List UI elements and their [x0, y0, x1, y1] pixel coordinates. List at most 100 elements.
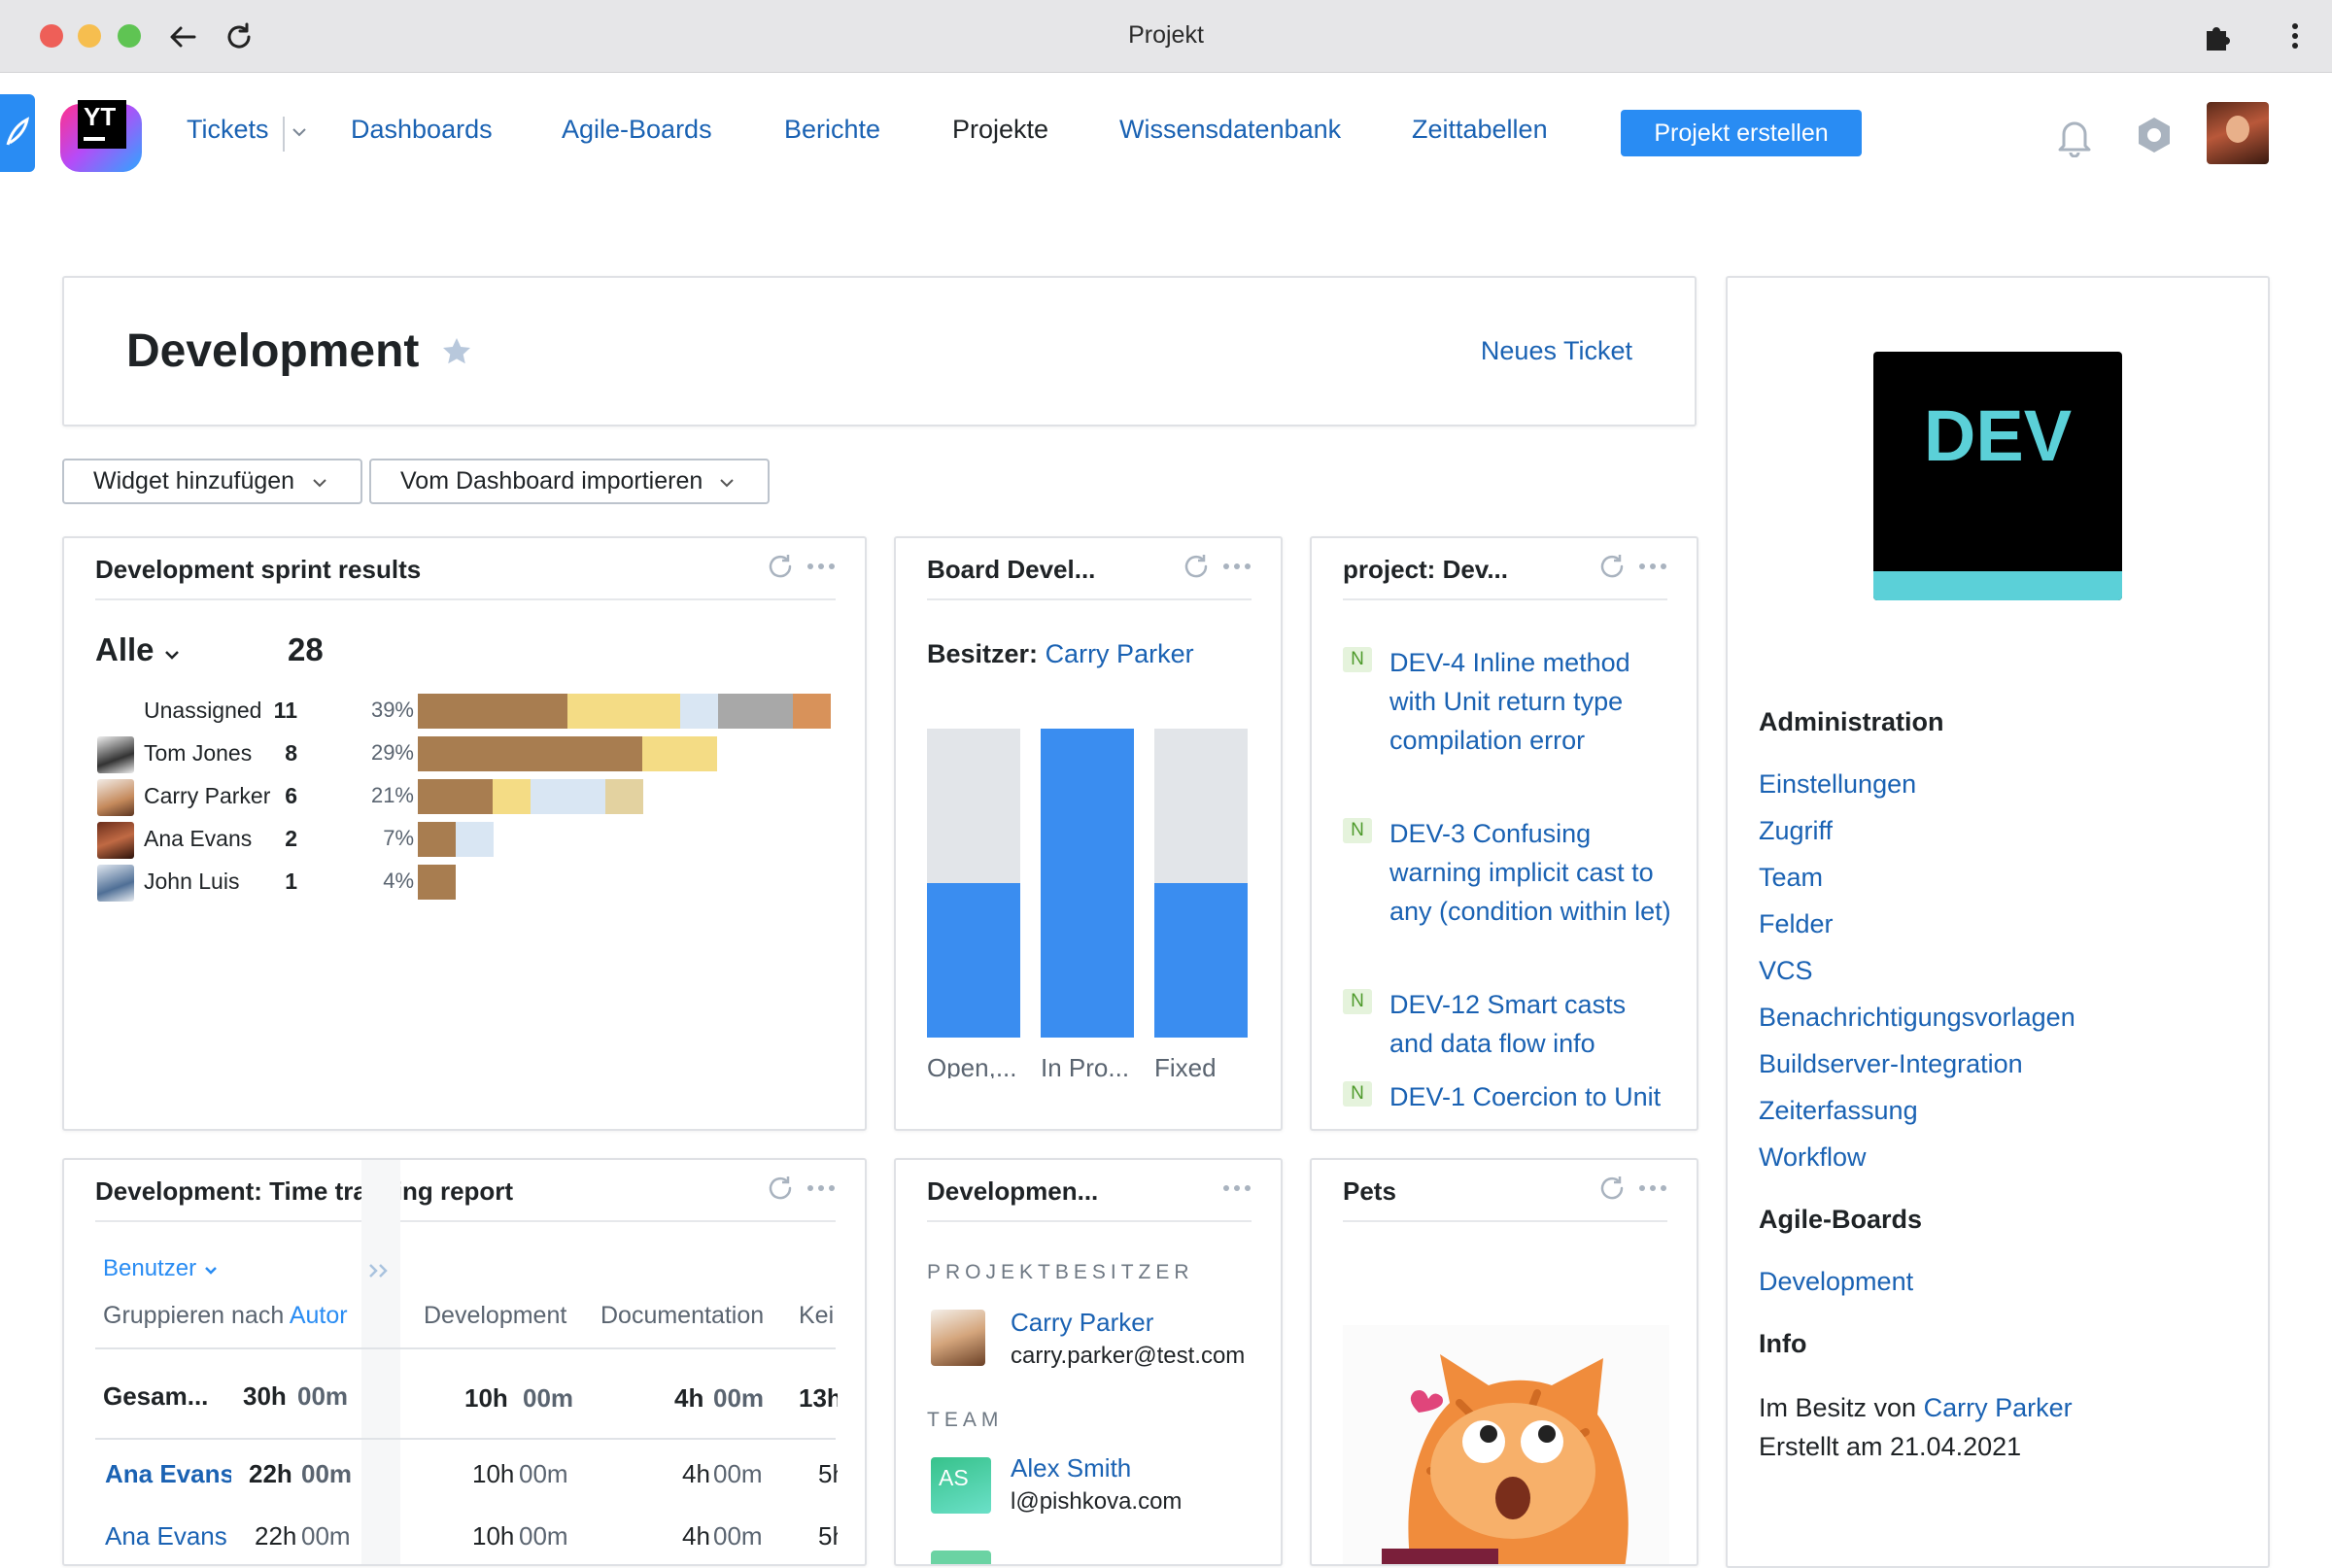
issue-link[interactable]: DEV-12 Smart casts and data flow info [1389, 990, 1627, 1058]
refresh-icon[interactable] [766, 552, 795, 581]
new-ticket-link[interactable]: Neues Ticket [1480, 336, 1632, 365]
expand-columns-icon[interactable] [367, 1261, 393, 1280]
user-avatar[interactable] [2207, 102, 2269, 164]
admin-link-access[interactable]: Zugriff [1759, 816, 1834, 845]
star-icon[interactable] [441, 336, 472, 365]
bar[interactable] [1041, 729, 1134, 1038]
sprint-row[interactable]: Ana Evans 2 7% [64, 820, 900, 859]
group-by-value[interactable]: Autor [289, 1302, 348, 1329]
owner-link[interactable]: Carry Parker [1045, 639, 1194, 668]
maximize-window-button[interactable] [118, 24, 141, 48]
refresh-icon[interactable] [766, 1174, 795, 1203]
more-options-icon[interactable] [1638, 562, 1667, 571]
more-options-icon[interactable] [1222, 562, 1252, 571]
back-arrow-icon[interactable] [167, 21, 198, 52]
member-name-link[interactable]: Alex Smith [1011, 1453, 1132, 1483]
more-options-icon[interactable] [806, 1183, 836, 1193]
nav-timesheets[interactable]: Zeittabellen [1412, 115, 1548, 144]
more-options-icon[interactable] [1222, 1183, 1252, 1193]
bar-segment[interactable] [418, 865, 456, 900]
issue-link[interactable]: DEV-4 Inline method with Unit return typ… [1389, 648, 1630, 755]
nav-dashboards[interactable]: Dashboards [351, 115, 493, 144]
bar-label: Open,... [927, 1053, 1017, 1078]
bar-segment[interactable] [418, 736, 642, 771]
bar[interactable] [1154, 883, 1248, 1038]
nav-agile-boards[interactable]: Agile-Boards [562, 115, 712, 144]
owner-link[interactable]: Carry Parker [1923, 1393, 2073, 1422]
admin-heading: Administration [1759, 707, 1944, 736]
youtrack-logo[interactable]: YT [60, 94, 142, 174]
user-link[interactable]: Ana Evans [105, 1521, 227, 1551]
sprint-row[interactable]: Carry Parker 6 21% [64, 777, 900, 816]
more-options-icon[interactable] [806, 562, 836, 571]
column-splitter[interactable] [361, 1160, 400, 1564]
assignee-filter[interactable]: Alle [95, 631, 181, 668]
row-hours: 22h [249, 1459, 292, 1488]
bar-segment[interactable] [793, 694, 831, 729]
nav-knowledge-base[interactable]: Wissensdatenbank [1119, 115, 1342, 144]
minimize-window-button[interactable] [78, 24, 101, 48]
pets-widget: Pets [1310, 1158, 1698, 1566]
admin-link-notification-templates[interactable]: Benachrichtigungsvorlagen [1759, 1003, 2075, 1032]
assignee-count: 8 [285, 740, 297, 766]
owner-email: carry.parker@test.com [1011, 1343, 1246, 1369]
member-email: l@pishkova.com [1011, 1488, 1183, 1515]
issue-link[interactable]: DEV-1 Coercion to Unit [1389, 1082, 1662, 1111]
bar-segment[interactable] [642, 736, 717, 771]
bar-segment[interactable] [718, 694, 793, 729]
add-widget-button[interactable]: Widget hinzufügen [62, 459, 362, 504]
browser-menu-icon[interactable] [2283, 19, 2307, 52]
nav-tickets[interactable]: Tickets [187, 115, 269, 144]
refresh-icon[interactable] [1597, 1174, 1627, 1203]
sprint-row[interactable]: Tom Jones 8 29% [64, 734, 900, 773]
sprint-row[interactable]: John Luis 1 4% [64, 863, 900, 902]
sprint-row[interactable]: Unassigned 11 39% [64, 692, 900, 731]
admin-link-build-server[interactable]: Buildserver-Integration [1759, 1049, 2023, 1078]
issue-link[interactable]: DEV-3 Confusing warning implicit cast to… [1389, 819, 1671, 926]
assignee-count: 11 [273, 698, 297, 723]
bar[interactable] [927, 883, 1020, 1038]
cell-hours: 10h [472, 1521, 515, 1551]
bar-segment[interactable] [418, 822, 456, 857]
total-count: 28 [288, 631, 324, 667]
divider [927, 598, 1252, 600]
refresh-icon[interactable] [1182, 552, 1211, 581]
bar-segment[interactable] [418, 779, 493, 814]
admin-link-vcs[interactable]: VCS [1759, 956, 1813, 985]
create-project-button[interactable]: Projekt erstellen [1621, 110, 1862, 156]
user-filter-dropdown[interactable]: Benutzer [103, 1255, 219, 1282]
more-options-icon[interactable] [1638, 1183, 1667, 1193]
user-link[interactable]: Ana Evans [105, 1459, 231, 1488]
refresh-icon[interactable] [1597, 552, 1627, 581]
cell-hours: 5h [818, 1521, 838, 1551]
admin-link-team[interactable]: Team [1759, 863, 1824, 892]
avatar [97, 865, 134, 902]
info-heading: Info [1759, 1329, 1807, 1358]
bar-segment[interactable] [605, 779, 643, 814]
chevron-down-icon [204, 1267, 217, 1275]
close-window-button[interactable] [40, 24, 63, 48]
reload-icon[interactable] [223, 21, 255, 52]
bar-segment[interactable] [493, 779, 531, 814]
bar-segment[interactable] [567, 694, 680, 729]
import-dashboard-button[interactable]: Vom Dashboard importieren [369, 459, 770, 504]
bar-segment[interactable] [531, 779, 605, 814]
feather-tab-icon[interactable] [0, 94, 35, 172]
admin-link-workflow[interactable]: Workflow [1759, 1142, 1867, 1172]
admin-link-settings[interactable]: Einstellungen [1759, 769, 1917, 799]
owner-name-link[interactable]: Carry Parker [1011, 1308, 1154, 1337]
bar-segment[interactable] [418, 694, 567, 729]
bar-segment[interactable] [680, 694, 718, 729]
bell-icon[interactable] [2056, 115, 2093, 157]
nav-reports[interactable]: Berichte [784, 115, 881, 144]
assignee-name: Carry Parker [144, 783, 271, 808]
assignee-name: Unassigned [144, 698, 262, 723]
nav-projects[interactable]: Projekte [952, 115, 1049, 144]
admin-link-fields[interactable]: Felder [1759, 909, 1834, 938]
bar-segment[interactable] [456, 822, 494, 857]
extensions-puzzle-icon[interactable] [2201, 19, 2234, 52]
chevron-down-icon[interactable] [292, 126, 307, 138]
help-hexagon-icon[interactable] [2134, 115, 2175, 155]
admin-link-time-tracking[interactable]: Zeiterfassung [1759, 1096, 1918, 1125]
board-link-development[interactable]: Development [1759, 1267, 1914, 1296]
